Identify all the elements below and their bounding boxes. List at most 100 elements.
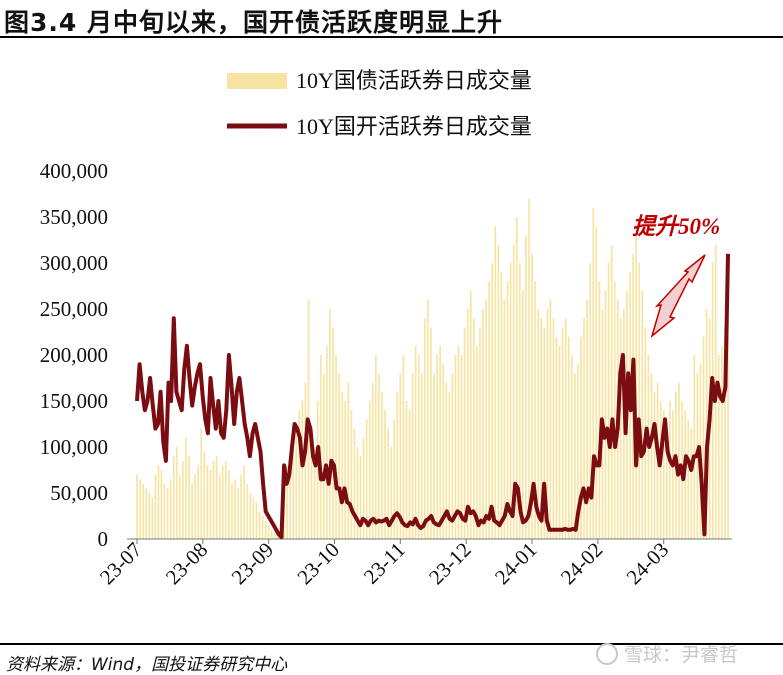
bar (552, 318, 555, 539)
bar (512, 244, 515, 539)
bar (479, 327, 481, 539)
bar (430, 327, 432, 539)
bar (500, 272, 503, 539)
bar (185, 437, 187, 539)
bar (650, 373, 653, 539)
bar (420, 373, 423, 539)
bar (142, 483, 144, 539)
y-axis: 0 50,000 100,000 150,000 200,000 250,000 300,0… (40, 159, 108, 551)
x-tick-label: 23-11 (359, 538, 410, 589)
bar (595, 226, 598, 539)
bar (163, 483, 166, 539)
bar (717, 355, 720, 539)
bar (194, 474, 197, 539)
bar (179, 474, 181, 539)
bar (255, 502, 258, 539)
bar (228, 470, 230, 539)
x-axis: 23-07 23-08 23-09 23-10 23-11 23-12 24-01 24-02… (95, 538, 732, 590)
bar (662, 410, 665, 539)
bar (221, 465, 224, 539)
bar (249, 493, 252, 539)
chart-title-bar: 图3.4 月中旬以来，国开债活跃度明显上升 (0, 0, 783, 38)
bar (289, 456, 291, 539)
bar (408, 410, 411, 539)
bar (515, 217, 518, 539)
bar (525, 235, 527, 539)
bar (218, 474, 221, 539)
bar (316, 401, 319, 539)
bar (322, 373, 325, 539)
bar (543, 327, 546, 539)
bar (313, 447, 316, 539)
bar (261, 516, 264, 539)
bar (341, 391, 344, 539)
bar (378, 373, 380, 539)
bar (151, 497, 154, 539)
bar (570, 355, 573, 539)
bar (405, 401, 408, 539)
bar (491, 263, 494, 539)
bar (537, 309, 539, 539)
bar (347, 382, 350, 539)
source-note: 资料来源：Wind，国投证券研究中心 (6, 655, 288, 675)
bar (546, 309, 549, 539)
bar (270, 529, 273, 539)
legend: 10Y国债活跃券日成交量 10Y国开活跃券日成交量 (227, 68, 532, 139)
bar (482, 309, 484, 539)
x-tick-label: 24-03 (622, 538, 674, 590)
bar (436, 355, 438, 539)
bar (175, 447, 178, 539)
bar (586, 299, 588, 539)
y-tick-label: 150,000 (40, 389, 108, 413)
bar (485, 299, 487, 539)
x-tick-label: 23-09 (227, 538, 279, 590)
bar (188, 456, 190, 539)
bar (182, 460, 184, 539)
bar (319, 355, 322, 539)
bar (604, 290, 607, 539)
snowball-logo-icon (596, 642, 618, 665)
x-tick-label: 23-12 (424, 538, 476, 590)
bar (460, 355, 463, 539)
bar (252, 497, 255, 539)
bar (534, 281, 536, 539)
bar (258, 511, 261, 539)
bar (687, 419, 690, 539)
bar (292, 447, 295, 539)
bar (445, 382, 448, 539)
bar (353, 428, 356, 539)
bar (206, 465, 209, 539)
bar (531, 253, 533, 540)
bar (668, 401, 671, 539)
bar (678, 382, 680, 539)
bar (442, 364, 445, 539)
bar (427, 299, 429, 539)
bar (549, 299, 552, 539)
bar (332, 327, 334, 539)
bar (476, 345, 478, 539)
bar (402, 355, 405, 539)
bar (506, 281, 509, 539)
bar (424, 318, 426, 539)
bar (724, 327, 726, 539)
bar (619, 318, 622, 539)
bar (592, 207, 595, 540)
bar (390, 447, 393, 539)
watermark-text: 雪球：尹睿哲 (624, 644, 739, 666)
bar (169, 479, 172, 539)
bar (264, 520, 267, 539)
bar (310, 428, 313, 539)
bar (589, 263, 592, 539)
bar (243, 465, 246, 539)
bar (411, 373, 414, 539)
bar (497, 244, 500, 539)
bar-series (136, 198, 729, 540)
bar (503, 299, 506, 539)
bar (702, 336, 705, 539)
bar (653, 391, 656, 539)
y-tick-label: 50,000 (50, 481, 108, 505)
bar (148, 493, 151, 539)
x-tick-label: 24-01 (490, 538, 542, 590)
bar (295, 428, 298, 539)
legend-label-line: 10Y国开活跃券日成交量 (296, 114, 532, 139)
